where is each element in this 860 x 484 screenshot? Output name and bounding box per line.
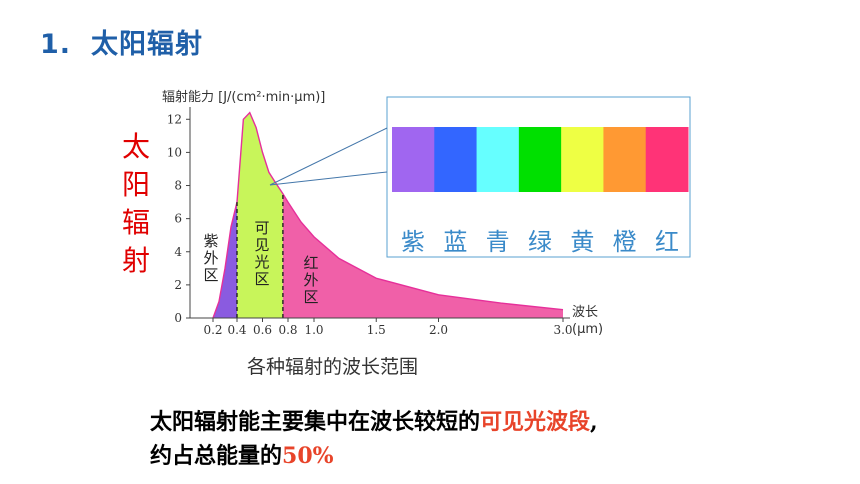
spectrum-curve [212,111,564,319]
spectrum-band [561,127,604,192]
y-tick-label: 4 [174,245,182,259]
region-fill-2 [282,193,563,318]
color-name-cyan: 青 [485,228,510,256]
x-tick-label: 3.0 [553,323,572,337]
y-axis-label: 辐射能力 [J/(cm²·min·μm)] [162,89,325,105]
x-tick-label: 0.4 [227,323,246,337]
color-name-green: 绿 [527,228,552,256]
color-name-red: 红 [654,228,679,256]
spectrum-color-names: 紫 蓝 青 绿 黄 橙 红 [392,222,688,257]
y-tick-label: 8 [174,179,182,193]
section-title: 太阳辐射 [91,29,204,60]
spectrum-band [476,127,520,192]
color-name-yellow: 黄 [570,228,595,256]
vertical-title-char: 射 [121,244,150,277]
summary-highlight-visible-band: 可见光波段 [480,409,591,435]
spectrum-band [518,127,562,192]
vertical-title: 太 阳 辐 射 [116,128,156,280]
region-label-2: 区 [303,288,318,306]
x-tick-label: 1.5 [367,323,386,337]
summary-line-1: 太阳辐射能主要集中在波长较短的可见光波段, [150,405,598,439]
region-label-2: 红 [303,254,318,272]
spectrum-band [392,127,435,192]
y-tick-label: 10 [167,145,182,159]
summary-line-2: 约占总能量的50% [150,439,598,473]
y-tick-label: 0 [174,311,182,325]
spectrum-band [603,127,647,192]
x-axis-unit: (μm) [572,322,603,337]
section-number: 1. [40,29,72,60]
spectrum-band [645,127,689,192]
color-name-violet: 紫 [401,228,425,256]
region-label-1: 区 [254,270,269,288]
color-name-blue: 蓝 [443,228,468,256]
region-label-1: 可 [254,219,269,237]
x-tick-label: 2.0 [429,323,448,337]
callout-line-bottom [269,171,388,186]
x-tick-label: 0.6 [253,323,272,337]
vertical-title-char: 太 [121,130,150,163]
region-label-1: 光 [254,253,269,271]
section-heading: 1. 太阳辐射 [40,22,203,61]
summary-text: 太阳辐射能主要集中在波长较短的可见光波段, 约占总能量的50% [150,405,598,473]
figure-caption: 各种辐射的波长范围 [247,356,419,378]
summary-text-plain: 太阳辐射能主要集中在波长较短的 [150,409,481,435]
summary-text-plain: 约占总能量的 [150,443,283,469]
region-fill-1 [237,112,283,318]
vertical-title-char: 辐 [121,206,150,239]
spectrum-bar [392,127,689,192]
region-label-0: 紫 [203,232,218,250]
x-tick-label: 0.2 [203,323,222,337]
region-label-2: 外 [303,271,318,289]
region-label-0: 外 [203,249,218,267]
spectrum-band [434,127,478,192]
x-tick-label: 0.8 [278,323,297,337]
callout-line-top [269,127,388,186]
color-name-orange: 橙 [612,228,637,256]
x-tick-label: 1.0 [304,323,323,337]
summary-punctuation: , [590,409,598,435]
vertical-title-char: 阳 [121,168,150,201]
x-axis-label: 波长 [572,305,598,320]
y-tick-label: 12 [167,112,182,126]
region-label-0: 区 [203,266,218,284]
region-label-1: 见 [254,236,269,254]
summary-highlight-percent: 50% [282,443,334,469]
y-tick-label: 6 [174,212,182,226]
y-tick-label: 2 [174,278,182,292]
